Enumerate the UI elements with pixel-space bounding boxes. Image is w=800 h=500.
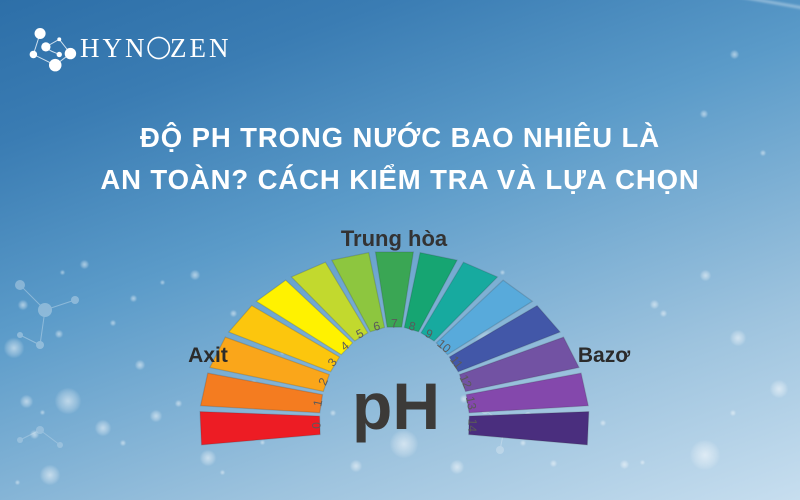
svg-text:Axit: Axit xyxy=(188,344,228,367)
svg-text:pH: pH xyxy=(352,369,440,443)
svg-text:0: 0 xyxy=(309,422,323,430)
svg-text:Trung hòa: Trung hòa xyxy=(341,226,448,251)
svg-text:Bazơ: Bazơ xyxy=(578,344,630,367)
svg-text:7: 7 xyxy=(391,317,398,331)
svg-text:14: 14 xyxy=(465,419,480,433)
